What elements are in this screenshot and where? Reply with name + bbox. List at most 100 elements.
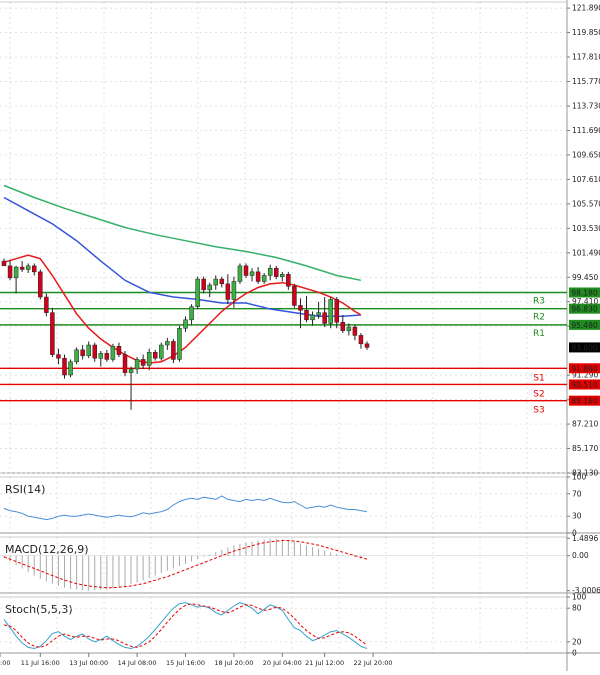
macd-panel-title: MACD(12,26,9) xyxy=(5,543,89,556)
candle-body xyxy=(201,278,206,291)
stoch-k-line xyxy=(3,602,368,650)
candle-body xyxy=(292,286,297,306)
candle-body xyxy=(364,343,370,348)
time-axis-label: 21 Jul 12:00 xyxy=(305,659,344,667)
stoch-panel-title: Stoch(5,5,3) xyxy=(5,603,73,616)
level-label-s3: S3 xyxy=(533,406,544,416)
candle-body xyxy=(50,312,55,355)
candle-body xyxy=(243,265,249,276)
candle-body xyxy=(134,359,140,370)
rsi-panel-title: RSI(14) xyxy=(5,483,45,496)
moving-average-slow-line xyxy=(3,184,362,282)
candle-body xyxy=(352,326,358,336)
candle-body xyxy=(340,321,346,331)
y-axis-tick-label: 91.290 xyxy=(572,371,598,380)
candle-body xyxy=(177,327,182,360)
rsi-axis-tick-label: 70 xyxy=(572,489,582,498)
level-price-tag-s3 xyxy=(569,395,600,406)
level-price-tag-s1 xyxy=(569,363,600,374)
time-axis-label: 11 Jul 16:00 xyxy=(21,659,60,667)
candle-body xyxy=(86,344,91,357)
candle-body xyxy=(286,274,291,287)
level-price-tag-r3 xyxy=(569,287,600,298)
y-axis-tick-label: 119.850 xyxy=(572,28,600,37)
candle-body xyxy=(146,351,152,366)
candle-body xyxy=(32,265,37,273)
candle-body xyxy=(19,266,25,270)
candle-body xyxy=(255,271,261,282)
candle-body xyxy=(104,353,110,360)
time-axis-label: 18 Jul 20:00 xyxy=(214,659,253,667)
candle-body xyxy=(334,299,339,323)
time-axis-label: 20 Jul 04:00 xyxy=(263,659,302,667)
candle-body xyxy=(322,312,327,324)
candle-body xyxy=(358,335,364,345)
candle-body xyxy=(62,357,67,376)
candle-body xyxy=(267,268,273,276)
candle-body xyxy=(261,275,267,282)
level-price-tag-r2 xyxy=(569,303,600,314)
y-axis-tick-label: 99.450 xyxy=(572,273,598,282)
y-axis-tick-label: 105.570 xyxy=(572,199,600,208)
candle-body xyxy=(280,274,285,277)
candle-body xyxy=(316,312,321,316)
candle-body xyxy=(74,349,79,363)
stoch-axis-tick-label: 80 xyxy=(572,604,582,613)
y-axis-tick-label: 109.650 xyxy=(572,150,600,159)
y-axis-tick-label: 97.410 xyxy=(572,297,598,306)
candle-body xyxy=(183,319,188,329)
candle-body xyxy=(128,368,134,373)
candle-body xyxy=(298,305,303,311)
level-price-tag-text-r1: 95.480 xyxy=(571,321,597,330)
macd-signal-line xyxy=(3,540,368,589)
candle-body xyxy=(249,271,255,276)
rsi-axis-tick-label: 0 xyxy=(572,529,577,538)
level-label-r2: R2 xyxy=(533,313,545,323)
rsi-axis-tick-label: 30 xyxy=(572,512,582,521)
y-axis-tick-label: 115.770 xyxy=(572,77,600,86)
candle-body xyxy=(56,354,61,359)
candle-body xyxy=(159,344,164,359)
time-axis-label: :00 xyxy=(0,659,10,667)
time-axis-label: 15 Jul 16:00 xyxy=(166,659,205,667)
candle-body xyxy=(346,326,352,331)
candle-body xyxy=(38,271,43,298)
y-axis-tick-label: 107.610 xyxy=(572,175,600,184)
y-axis-tick-label: 117.810 xyxy=(572,53,600,62)
y-axis-tick-label: 113.730 xyxy=(572,101,600,110)
candle-body xyxy=(189,306,194,321)
candle-body xyxy=(68,361,73,376)
level-label-s1: S1 xyxy=(533,373,544,383)
level-price-tag-text-s2: 90.510 xyxy=(571,380,597,389)
rsi-line xyxy=(3,495,368,521)
candle-body xyxy=(80,349,85,357)
y-axis-tick-label: 83.130 xyxy=(572,469,598,478)
last-price-tag xyxy=(569,342,600,353)
stoch-axis-tick-label: 20 xyxy=(572,637,582,646)
last-price-tag-text: 93.600 xyxy=(571,343,597,352)
candle-body xyxy=(98,353,104,359)
candle-body xyxy=(92,344,97,359)
level-price-tag-r1 xyxy=(569,319,600,330)
y-axis-tick-label: 103.530 xyxy=(572,224,600,233)
candle-body xyxy=(231,281,237,300)
time-axis-label: 13 Jul 00:00 xyxy=(69,659,108,667)
candle-body xyxy=(225,283,231,300)
candle-body xyxy=(213,278,218,286)
candle-body xyxy=(7,265,13,279)
candle-body xyxy=(195,278,200,307)
candle-body xyxy=(219,278,225,285)
time-axis-label: 14 Jul 08:00 xyxy=(118,659,157,667)
macd-axis-tick-label: 0.00 xyxy=(572,551,589,560)
candle-body xyxy=(25,265,31,270)
candle-body xyxy=(44,296,49,313)
stoch-axis-tick-label: 100 xyxy=(572,593,587,602)
level-price-tag-text-r2: 96.830 xyxy=(571,305,597,314)
macd-axis-tick-label: -3.0006 xyxy=(572,586,600,595)
moving-average-fast-line xyxy=(3,254,362,364)
candle-body xyxy=(165,341,170,346)
candle-body xyxy=(304,309,309,321)
candle-body xyxy=(1,260,7,267)
